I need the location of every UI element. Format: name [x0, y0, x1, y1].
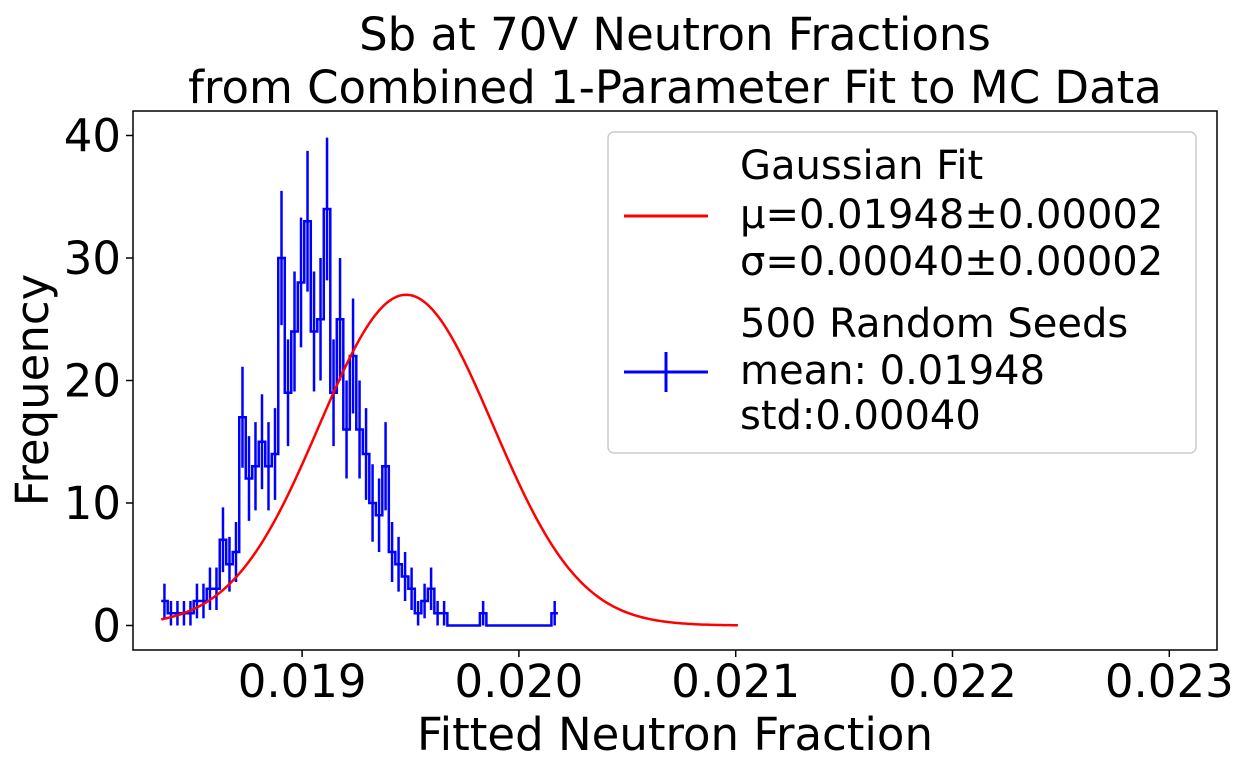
legend-hist-mean: mean: 0.01948	[740, 348, 1045, 394]
chart-title-line-1: Sb at 70V Neutron Fractions	[359, 8, 991, 61]
chart-title: Sb at 70V Neutron Fractions from Combine…	[188, 8, 1162, 114]
legend-hist-name: 500 Random Seeds	[740, 301, 1128, 347]
gaussian-fit-curve-group	[160, 293, 738, 627]
chart-title-line-2: from Combined 1-Parameter Fit to MC Data	[188, 61, 1162, 114]
histogram-steps	[161, 207, 558, 627]
x-tick-label: 0.022	[888, 655, 1017, 708]
y-tick-label: 0	[92, 600, 121, 653]
histogram-step-line	[161, 207, 558, 627]
x-tick-label: 0.019	[238, 655, 367, 708]
y-axis-ticks: 0 10 20 30 40	[64, 110, 133, 653]
y-axis-label: Frequency	[6, 274, 59, 506]
gaussian-fit-curve	[160, 293, 738, 627]
x-axis-label: Fitted Neutron Fraction	[417, 708, 933, 761]
legend-fit-mu: μ=0.01948±0.00002	[740, 192, 1163, 238]
y-tick-label: 20	[64, 355, 121, 408]
legend: Gaussian Fit μ=0.01948±0.00002 σ=0.00040…	[607, 131, 1197, 454]
x-tick-label: 0.021	[671, 655, 800, 708]
x-tick-label: 0.023	[1105, 655, 1234, 708]
legend-fit-name: Gaussian Fit	[740, 143, 983, 189]
legend-box	[607, 131, 1197, 454]
x-tick-label: 0.020	[454, 655, 583, 708]
y-tick-label: 10	[64, 477, 121, 530]
legend-hist-std: std:0.00040	[740, 393, 981, 439]
legend-fit-sigma: σ=0.00040±0.00002	[740, 239, 1163, 285]
histogram-error-bars	[163, 137, 556, 626]
x-axis-ticks: 0.019 0.020 0.021 0.022 0.023	[238, 650, 1234, 708]
y-tick-label: 30	[64, 232, 121, 285]
y-tick-label: 40	[64, 110, 121, 163]
